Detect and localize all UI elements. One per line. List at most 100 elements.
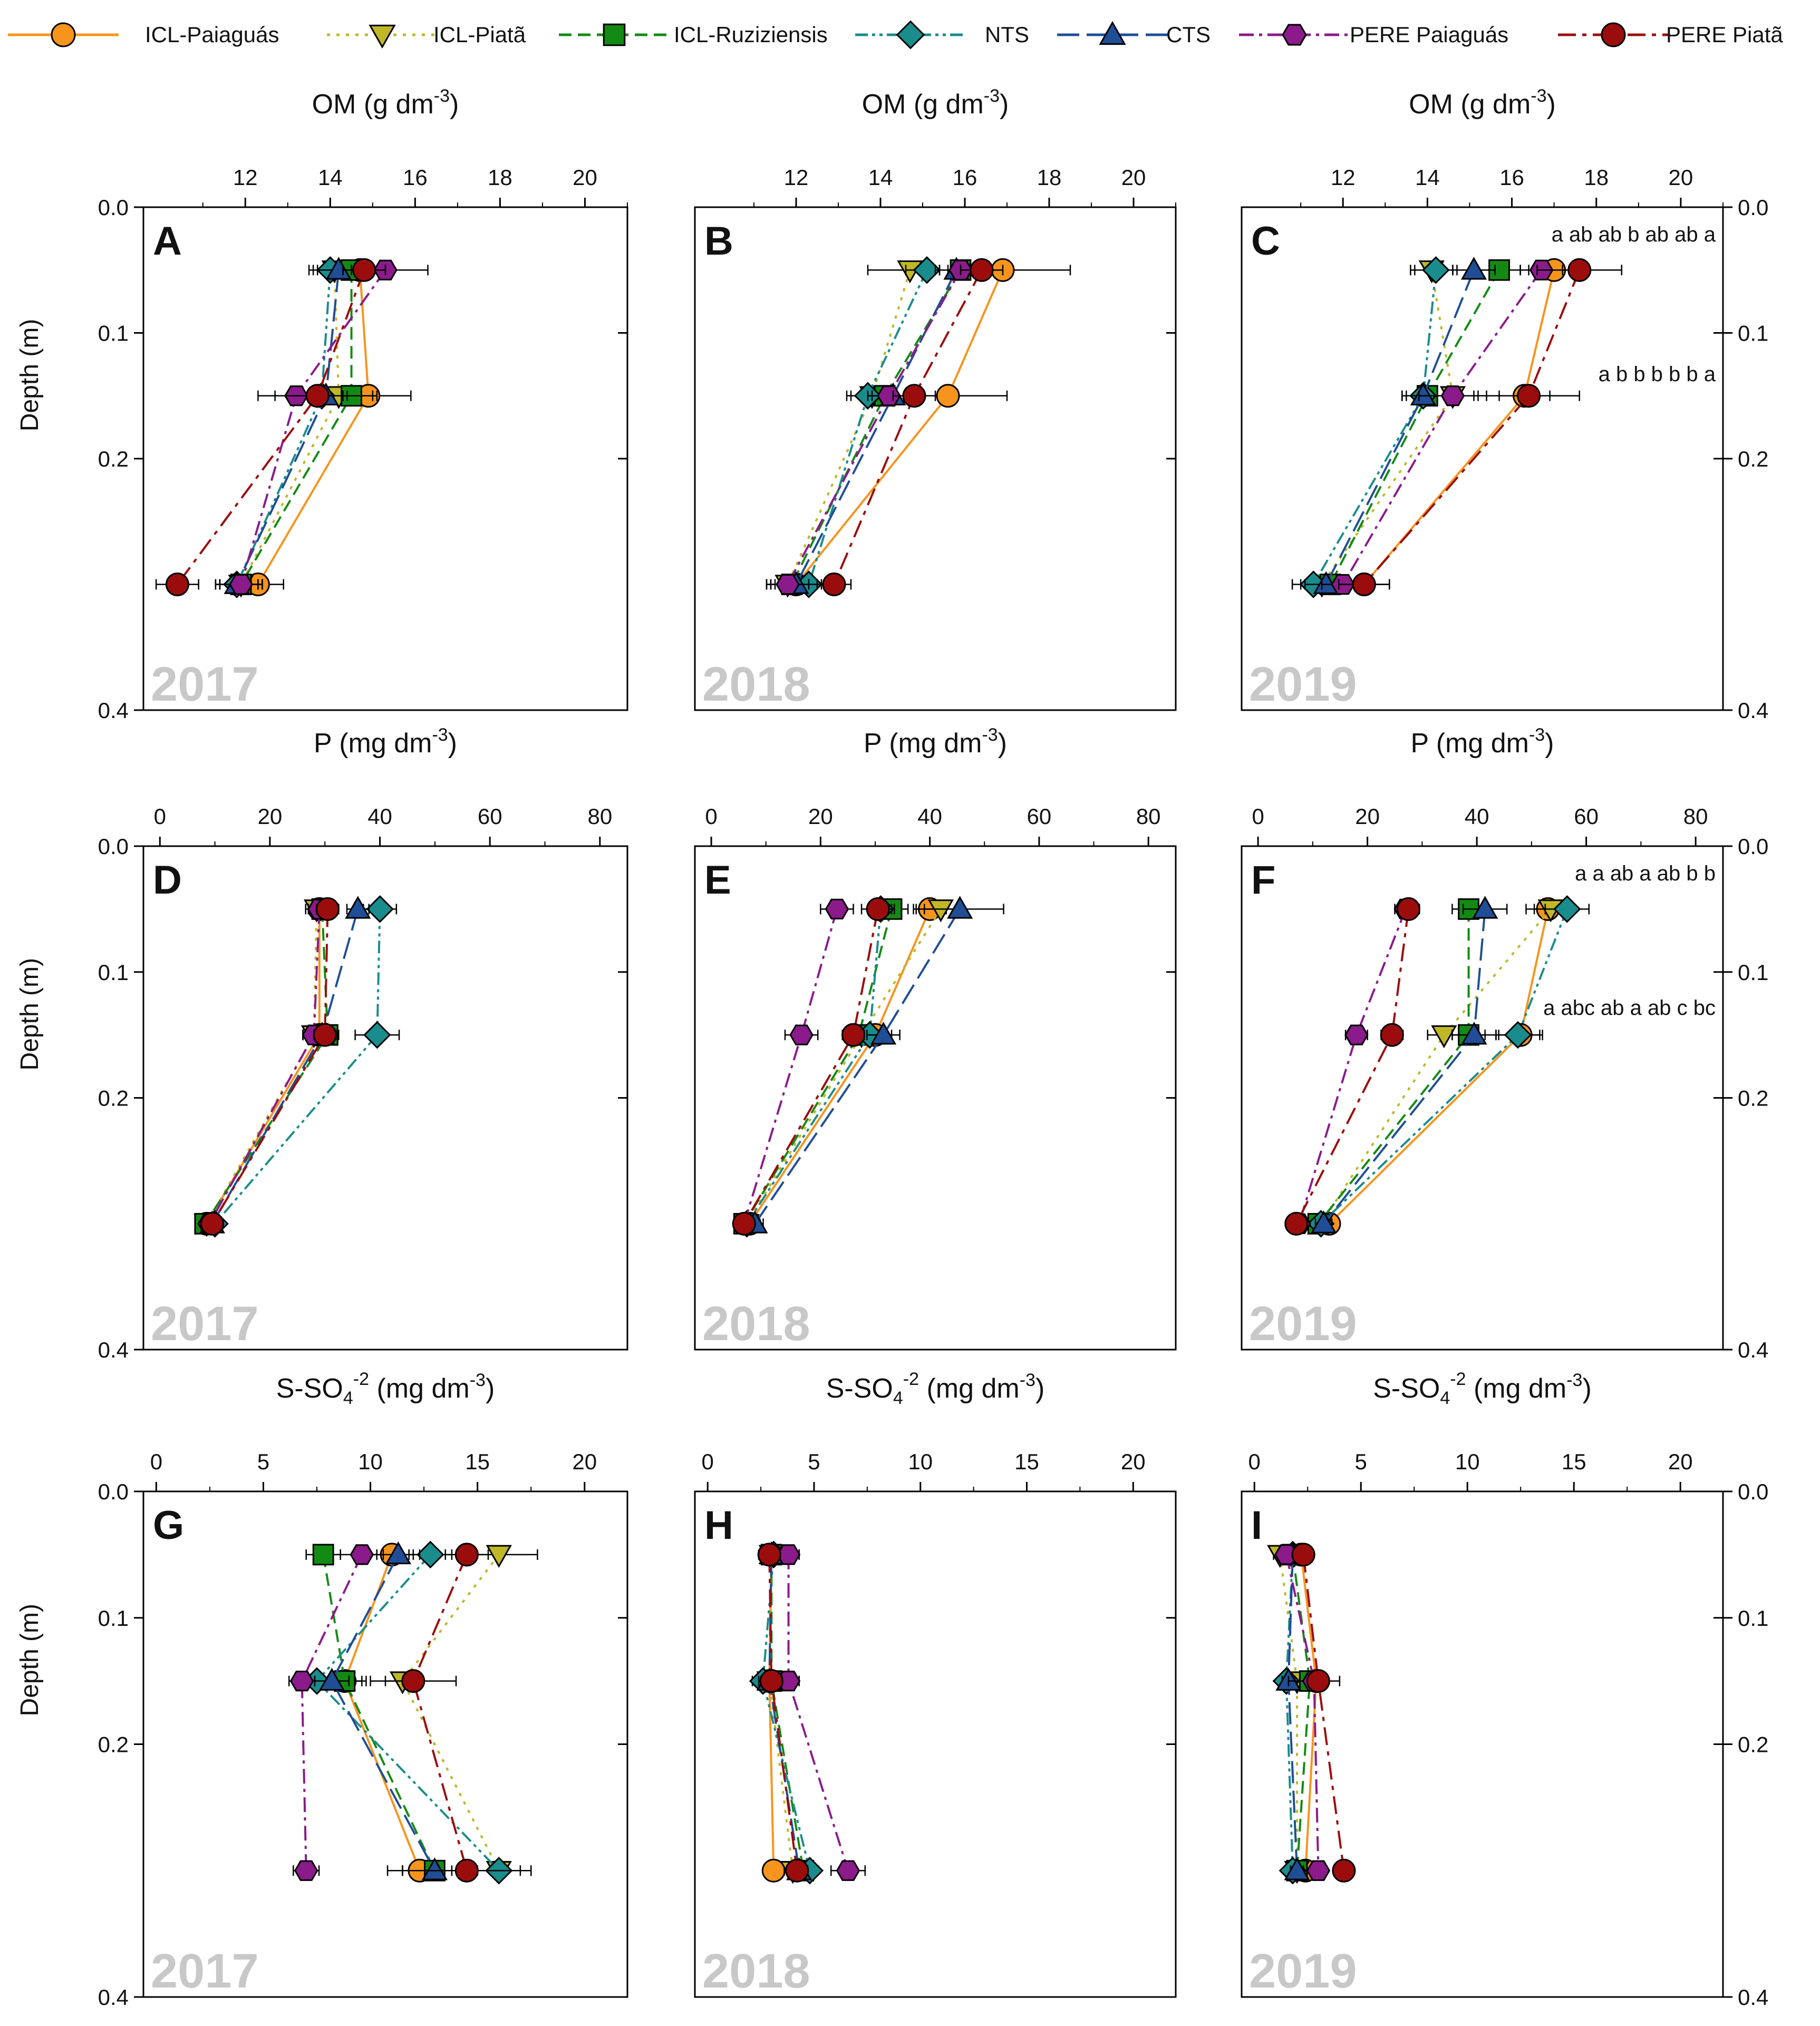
x-tick-label: 40 xyxy=(1465,804,1489,829)
series-line xyxy=(743,908,838,1224)
panel-year: 2017 xyxy=(151,657,259,711)
panel-letter: I xyxy=(1251,1503,1262,1548)
x-axis-label: S-SO4-2 (mg dm-3) xyxy=(1373,1369,1592,1408)
panel-letter: G xyxy=(153,1503,184,1548)
legend-entry: ICL-Paiaguás xyxy=(8,22,279,47)
data-point xyxy=(318,1668,345,1691)
series xyxy=(756,1541,812,1880)
series xyxy=(770,259,983,595)
plot-frame xyxy=(694,1490,1177,1998)
x-axis: 0 5 10 15 20 xyxy=(150,1449,597,1491)
y-axis-label: Depth (m) xyxy=(16,958,44,1070)
legend-marker xyxy=(51,22,76,47)
series xyxy=(733,898,909,1235)
series xyxy=(219,259,429,595)
legend-label: ICL-Paiaguás xyxy=(145,22,279,47)
data-point xyxy=(1306,1860,1331,1881)
y-tick-label: 0.0 xyxy=(1738,195,1768,220)
y-tick-label: 0.0 xyxy=(1738,834,1768,859)
plot-frame xyxy=(1241,845,1724,1351)
panel-year: 2018 xyxy=(702,1297,810,1351)
y-tick-label: 0.2 xyxy=(98,447,129,471)
data-point xyxy=(1306,1669,1330,1693)
x-tick-label: 0 xyxy=(1248,1449,1261,1474)
series-line xyxy=(1295,909,1410,1225)
x-axis-label: OM (g dm-3) xyxy=(1409,86,1556,120)
data-point xyxy=(877,385,901,406)
series xyxy=(1300,260,1475,598)
series-line xyxy=(787,269,911,585)
x-tick-label: 5 xyxy=(257,1449,269,1474)
data-point xyxy=(1461,1022,1487,1045)
series-line xyxy=(1323,909,1486,1225)
y-axis-label: Depth (m) xyxy=(16,319,44,431)
series-line xyxy=(768,1554,798,1871)
series xyxy=(1308,899,1568,1237)
series xyxy=(749,1540,824,1885)
series-line xyxy=(1320,908,1569,1225)
data-point xyxy=(1431,1025,1457,1049)
y-tick-label: 0.0 xyxy=(98,1479,129,1504)
plot-frame xyxy=(694,845,1177,1351)
x-tick-label: 14 xyxy=(318,165,343,190)
significance-letters: a abc ab a ab c bc xyxy=(1543,996,1716,1020)
panels: 12 14 16 18 20 OM (g dm-3) 0.0 0.1 0.2 0.4 Depth (… xyxy=(16,86,1768,2010)
data-point xyxy=(936,384,960,408)
data-point xyxy=(836,1860,860,1881)
series-line xyxy=(1287,1554,1299,1871)
legend-label: ICL-Ruziziensis xyxy=(674,22,828,47)
x-tick-label: 16 xyxy=(1499,165,1524,190)
x-tick-label: 16 xyxy=(403,165,428,190)
data-point xyxy=(345,896,371,919)
y-tick-label: 0.1 xyxy=(98,960,129,985)
legend-marker xyxy=(603,23,626,46)
x-tick-label: 10 xyxy=(908,1449,933,1474)
series-line xyxy=(1329,269,1500,585)
x-tick-label: 14 xyxy=(868,165,893,190)
panel-i: 0 5 10 15 20 S-SO4-2 (mg dm-3) 0.0 0.1 0.2 0.4 I 20… xyxy=(1241,1369,1768,2010)
series xyxy=(1291,1543,1356,1883)
x-tick-label: 0 xyxy=(1252,804,1264,829)
series xyxy=(1291,256,1458,598)
x-tick-label: 20 xyxy=(1121,165,1146,190)
data-point xyxy=(1504,1021,1532,1049)
y-axis-label: Depth (m) xyxy=(16,1604,44,1716)
data-point xyxy=(229,574,253,595)
panel-c: 12 14 16 18 20 OM (g dm-3) 0.0 0.1 0.2 0.4 C 2019 a … xyxy=(1241,86,1768,723)
data-point xyxy=(1291,1543,1315,1567)
y-tick-label: 0.1 xyxy=(1738,1606,1768,1631)
series-line xyxy=(754,908,961,1225)
panel-f: 0 20 40 60 80 P (mg dm-3) 0.0 0.1 0.2 0.4 F 2019 a a… xyxy=(1241,725,1768,1362)
data-point xyxy=(866,897,890,921)
series-line xyxy=(791,269,962,585)
x-tick-label: 10 xyxy=(358,1449,383,1474)
data-point xyxy=(417,1540,444,1569)
series-line xyxy=(412,1554,468,1871)
x-axis: 12 14 16 18 20 xyxy=(753,165,1176,207)
panel-letter: B xyxy=(704,219,733,264)
x-axis-label: S-SO4-2 (mg dm-3) xyxy=(826,1369,1045,1408)
data-point xyxy=(165,573,189,596)
data-point xyxy=(776,574,800,595)
data-point xyxy=(305,384,330,408)
data-point xyxy=(486,1545,512,1568)
x-tick-label: 5 xyxy=(1355,1449,1367,1474)
plot-frame xyxy=(694,206,1177,711)
series-line xyxy=(1285,1554,1320,1871)
data-point xyxy=(401,1669,425,1693)
series-line xyxy=(322,1554,436,1872)
plot-frame xyxy=(142,206,628,711)
series xyxy=(742,896,1004,1234)
x-axis: 0 5 10 15 20 xyxy=(702,1449,1146,1491)
series xyxy=(384,1545,538,1884)
y-tick-label: 0.1 xyxy=(98,321,129,346)
y-axis: 0.0 0.1 0.2 0.4 xyxy=(98,1479,143,2010)
legend-entry: PERE Paiaguás xyxy=(1239,22,1508,47)
legend-entry: CTS xyxy=(1057,21,1211,47)
data-point xyxy=(1553,895,1581,923)
plot-frame xyxy=(1241,206,1724,711)
series xyxy=(756,1545,806,1884)
series-line xyxy=(787,1554,849,1871)
series xyxy=(757,1543,809,1883)
x-axis-label: S-SO4-2 (mg dm-3) xyxy=(276,1369,495,1408)
